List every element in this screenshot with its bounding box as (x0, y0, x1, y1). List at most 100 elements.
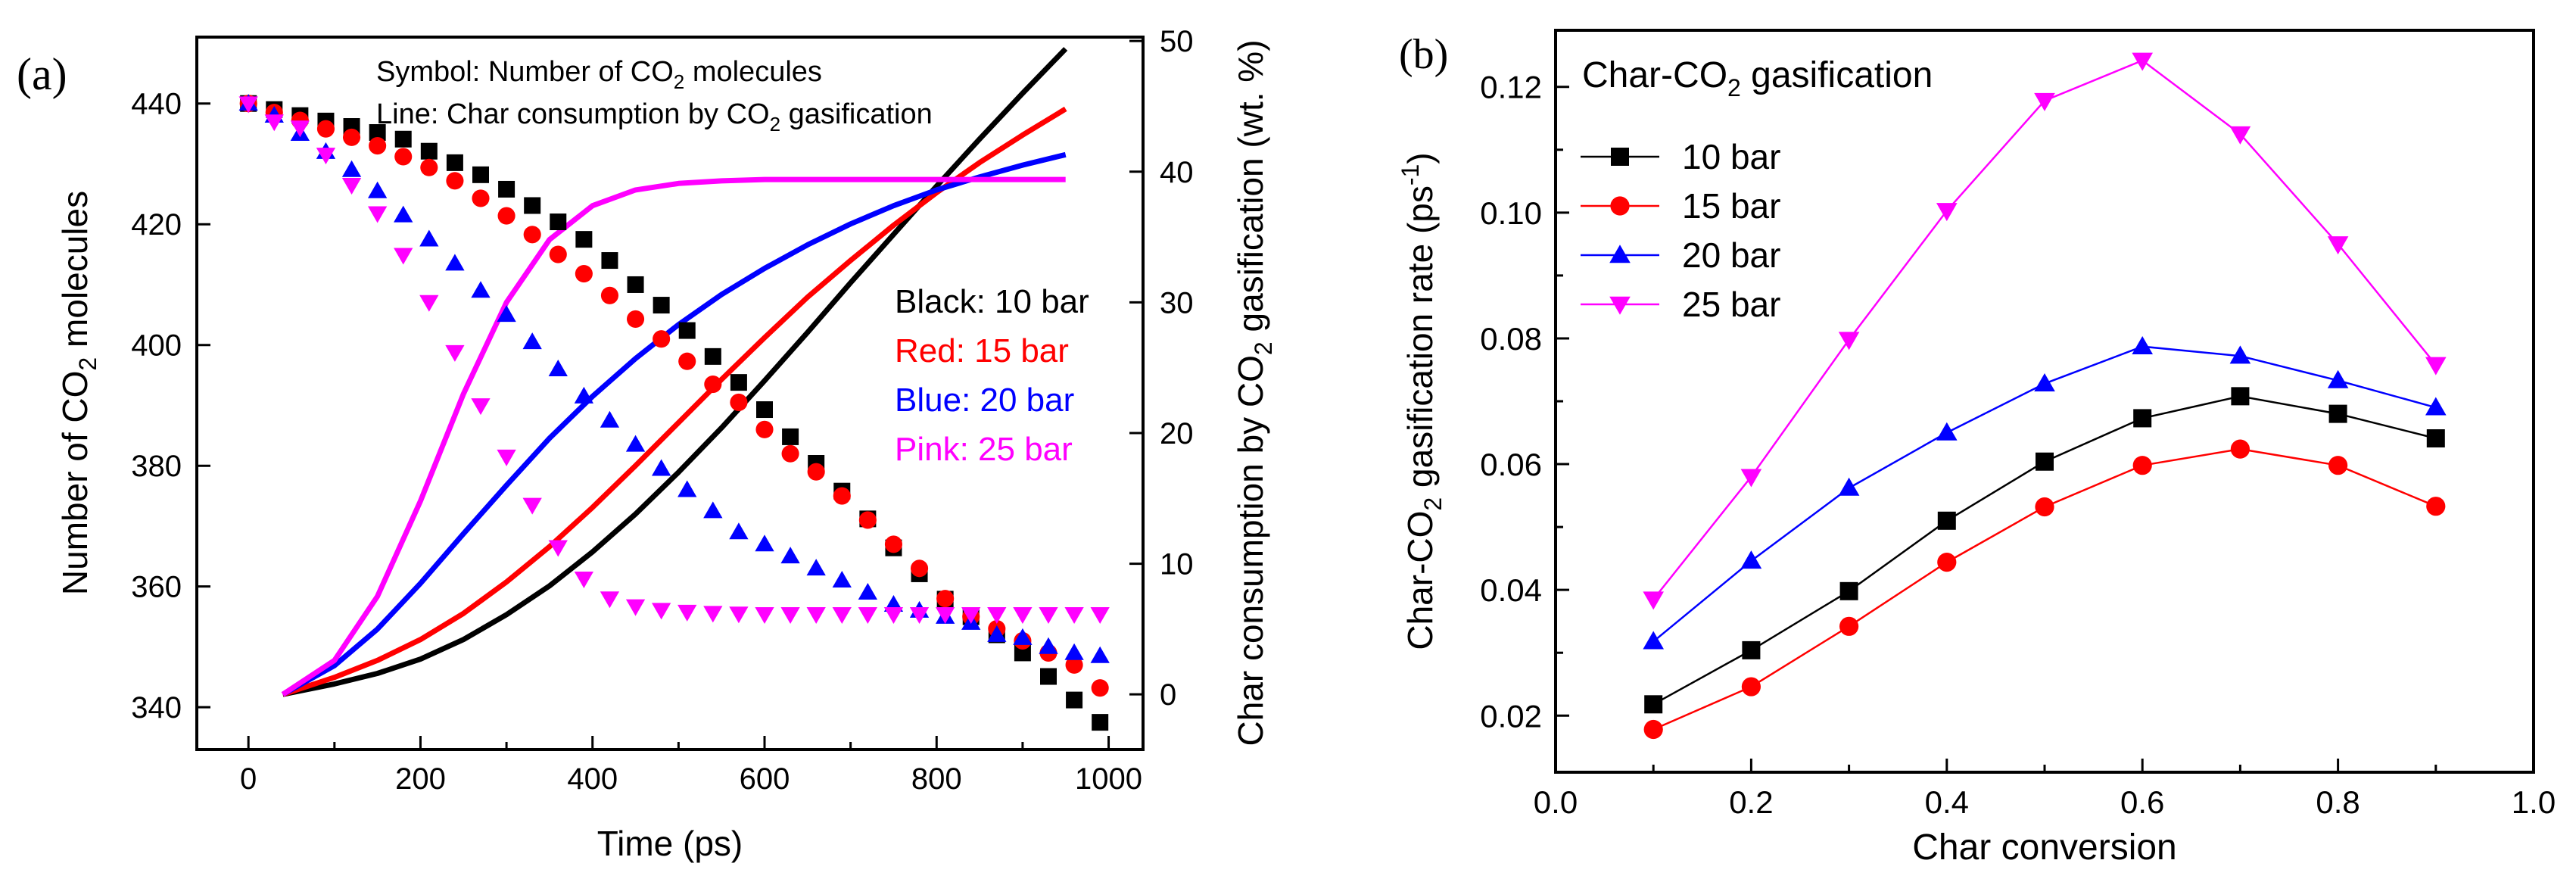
point-b-10bar-3 (1937, 511, 1956, 530)
point-a-25bar-8 (445, 344, 465, 362)
panel-a-ticks: 0 200 400 600 800 1000 340 360 380 400 420 440 0 10 20… (131, 25, 1193, 796)
point-a-10bar-32 (1066, 691, 1083, 709)
point-a-15bar-13 (575, 265, 593, 283)
point-a-20bar-5 (367, 181, 388, 198)
panel-b-ticks: 0.0 0.2 0.4 0.6 0.8 1.0 0.02 0.04 0.06 0.08 0.10 0.… (1480, 70, 2556, 820)
point-b-20bar-6 (2229, 345, 2251, 364)
point-a-25bar-21 (780, 607, 800, 625)
point-b-10bar-0 (1644, 695, 1663, 714)
point-a-10bar-20 (756, 401, 773, 419)
point-a-15bar-32 (1065, 656, 1083, 674)
point-b-25bar-5 (2132, 52, 2153, 71)
panel-b: (b) 0.0 0.2 0.4 0.6 0.8 1.00.020.040.060.080.… (1397, 29, 2556, 868)
point-a-20bar-6 (394, 205, 413, 223)
point-a-20bar-15 (625, 435, 646, 452)
point-a-10bar-18 (704, 348, 721, 365)
point-a-25bar-22 (806, 607, 826, 625)
point-a-25bar-32 (1064, 607, 1084, 625)
point-a-15bar-14 (600, 286, 619, 304)
point-a-15bar-33 (1091, 679, 1109, 697)
point-a-25bar-19 (729, 606, 749, 624)
line-b-10bar (1652, 395, 2437, 706)
tick-label-b-x: 0.6 (2120, 784, 2164, 820)
point-a-25bar-31 (1039, 607, 1058, 625)
point-a-25bar-12 (548, 540, 568, 557)
point-b-15bar-7 (2328, 456, 2348, 475)
point-b-20bar-0 (1643, 631, 1664, 650)
point-b-15bar-3 (1937, 553, 1957, 572)
tick-label-b-x: 1.0 (2512, 784, 2556, 820)
point-a-20bar-10 (497, 305, 516, 323)
panel-a-marks (238, 47, 1110, 731)
point-a-20bar-32 (1064, 643, 1084, 660)
legend-b-marker-25bar (1609, 296, 1631, 315)
point-a-20bar-23 (832, 571, 852, 588)
point-a-25bar-27 (935, 607, 955, 625)
point-a-15bar-21 (781, 444, 799, 463)
point-a-20bar-30 (1013, 628, 1033, 645)
point-a-25bar-28 (961, 607, 981, 625)
panel-a-line-note: Line: Char consumption by CO2 gasificati… (376, 98, 933, 136)
point-b-15bar-4 (2035, 497, 2054, 517)
tick-label-a-y2: 0 (1160, 678, 1176, 712)
point-a-15bar-16 (653, 330, 671, 348)
line-b-15bar (1652, 447, 2437, 731)
point-a-20bar-16 (651, 459, 671, 476)
tick-label-a-y2: 50 (1160, 25, 1194, 58)
panel-a-y-axis-title: Number of CO2 molecules (55, 191, 101, 595)
point-a-25bar-7 (419, 295, 439, 312)
panel-b-x-axis-title: Char conversion (1912, 827, 2177, 868)
point-a-10bar-17 (678, 322, 696, 339)
point-a-15bar-25 (884, 535, 903, 553)
tick-label-a-y: 380 (131, 450, 182, 483)
point-b-15bar-8 (2426, 497, 2446, 516)
point-a-10bar-13 (575, 231, 593, 248)
point-a-25bar-11 (522, 497, 542, 515)
point-a-20bar-13 (574, 386, 594, 404)
panel-a-plot-frame (195, 36, 1145, 751)
tick-label-a-y2: 10 (1160, 548, 1194, 581)
point-a-25bar-15 (625, 599, 646, 616)
legend-a-25bar: Pink: 25 bar (895, 431, 1073, 468)
panel-b-y-axis-title: Char-CO2 gasification rate (ps-1) (1397, 152, 1447, 650)
point-a-10bar-33 (1092, 714, 1109, 731)
tick-label-a-y: 360 (131, 571, 182, 604)
point-b-20bar-7 (2327, 369, 2349, 388)
tick-label-b-y: 0.02 (1480, 698, 1542, 734)
tick-label-a-y: 340 (131, 691, 182, 725)
point-a-15bar-12 (549, 245, 567, 263)
legend-b-label-10bar: 10 bar (1682, 137, 1780, 176)
tick-label-a-x: 1000 (1075, 762, 1142, 796)
point-a-25bar-18 (703, 606, 723, 623)
tick-label-a-y2: 20 (1160, 417, 1194, 450)
point-a-20bar-24 (858, 583, 878, 600)
tick-label-b-x: 0.0 (1534, 784, 1578, 820)
point-a-15bar-4 (342, 128, 361, 146)
point-a-15bar-22 (807, 463, 825, 481)
point-a-25bar-29 (987, 607, 1007, 625)
point-a-25bar-14 (600, 591, 620, 609)
point-a-15bar-27 (936, 590, 955, 608)
point-a-10bar-9 (472, 166, 489, 183)
point-b-10bar-7 (2328, 404, 2347, 423)
point-a-25bar-1 (264, 114, 284, 132)
point-a-15bar-20 (755, 420, 774, 438)
point-b-20bar-1 (1740, 550, 1762, 569)
point-b-25bar-6 (2229, 126, 2251, 145)
point-a-25bar-33 (1090, 607, 1110, 625)
point-b-20bar-4 (2034, 372, 2055, 391)
point-a-25bar-4 (341, 178, 362, 195)
panel-b-legend: 10 bar 15 bar 20 bar 25 bar (1581, 137, 1780, 324)
point-b-20bar-3 (1936, 422, 1958, 441)
point-a-20bar-8 (445, 254, 465, 271)
point-a-25bar-3 (316, 148, 336, 165)
point-a-10bar-11 (524, 197, 541, 214)
point-b-25bar-7 (2327, 236, 2349, 255)
panel-b-label: (b) (1399, 31, 1448, 78)
point-a-25bar-20 (755, 607, 774, 625)
point-a-25bar-17 (677, 604, 697, 622)
point-b-10bar-6 (2231, 387, 2250, 406)
point-b-10bar-8 (2426, 429, 2445, 447)
point-a-10bar-30 (1014, 644, 1031, 662)
